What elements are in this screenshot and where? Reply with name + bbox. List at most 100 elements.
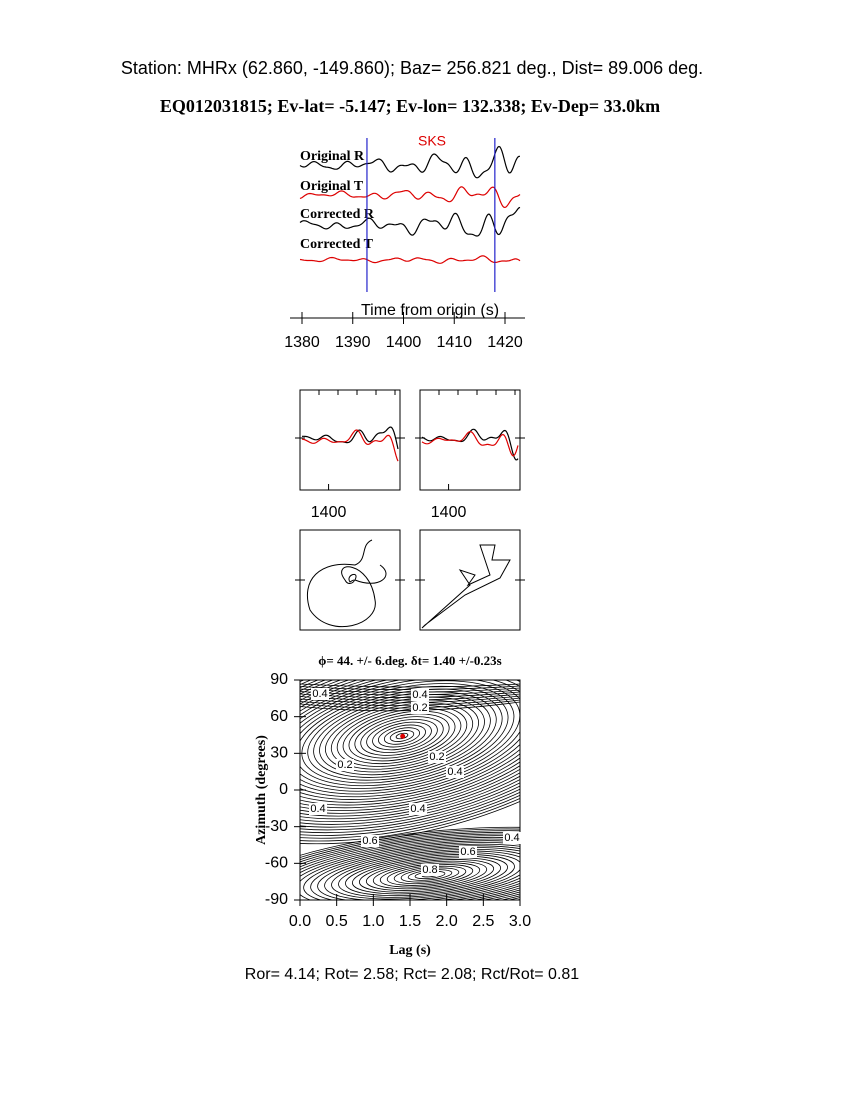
y-tick-label: -60 (265, 855, 288, 872)
contour-label: 0.4 (447, 766, 462, 778)
grid-title: ϕ= 44. +/- 6.deg. δt= 1.40 +/-0.23s (318, 653, 502, 668)
contour (324, 848, 520, 900)
label-bg (411, 702, 429, 714)
waveform (302, 426, 399, 450)
label-bg (411, 689, 429, 701)
label-bg (459, 846, 477, 858)
best-fit (400, 733, 406, 739)
contour (300, 828, 520, 900)
trace-label: Corrected R (300, 207, 375, 222)
contour (300, 685, 520, 691)
y-axis-label: Azimuth (degrees) (254, 735, 269, 845)
contour (300, 830, 520, 900)
contour (354, 713, 450, 759)
contour (389, 730, 415, 742)
label-bg (311, 688, 329, 700)
contour-label: 0.2 (429, 751, 444, 763)
waveform (301, 429, 399, 462)
waveform (299, 255, 521, 264)
contour (300, 680, 520, 811)
contour (300, 680, 520, 834)
particle-motion (421, 544, 511, 629)
contour (307, 691, 497, 781)
x-tick-label: 1400 (311, 504, 347, 521)
x-tick-label: 3.0 (509, 913, 531, 930)
x-axis-label: Lag (s) (389, 943, 431, 958)
contour (300, 842, 520, 900)
contour (365, 859, 495, 891)
particle-frame (299, 529, 401, 631)
footer: Ror= 4.14; Rot= 2.58; Rct= 2.08; Rct/Rot… (245, 966, 580, 983)
contour-label: 0.4 (312, 688, 327, 700)
particle-motion (306, 539, 387, 628)
waveform (299, 186, 521, 209)
contour (300, 680, 520, 839)
x-tick-label: 2.0 (436, 913, 458, 930)
x-tick-label: 0.0 (289, 913, 311, 930)
label-bg (421, 864, 439, 876)
contour (366, 719, 438, 753)
contour-label: 0.6 (460, 846, 475, 858)
label-bg (309, 803, 327, 815)
contour (300, 680, 520, 795)
contour (300, 680, 520, 809)
x-tick-label: 1400 (431, 504, 467, 521)
x-tick-label: 1410 (436, 334, 472, 351)
contour (301, 688, 503, 784)
contour (383, 727, 421, 745)
contour (300, 840, 520, 900)
contour (300, 831, 520, 900)
y-tick-label: -90 (265, 891, 288, 908)
contour (300, 680, 520, 798)
contour-label: 0.2 (412, 702, 427, 714)
trace-label: Corrected T (300, 237, 374, 252)
y-tick-label: 60 (270, 708, 288, 725)
contour (300, 685, 509, 787)
x-tick-label: 0.5 (326, 913, 348, 930)
contour (372, 860, 488, 890)
contour (300, 680, 520, 836)
y-tick-label: 90 (270, 671, 288, 688)
waveform (299, 145, 520, 179)
x-tick-label: 1420 (487, 334, 523, 351)
x-tick-label: 1380 (284, 334, 320, 351)
contour (303, 843, 520, 900)
contour-group (300, 680, 520, 900)
contour (342, 707, 462, 765)
phase-label: SKS (418, 133, 446, 149)
contour (300, 838, 520, 900)
contour (300, 701, 520, 712)
contour (300, 683, 515, 789)
contour (300, 683, 520, 688)
waveform (421, 428, 519, 461)
trace-label: Original R (300, 149, 365, 164)
contour (313, 694, 491, 778)
y-tick-label: -30 (265, 818, 288, 835)
panel-frame (419, 389, 521, 491)
contour-label: 0.4 (504, 832, 519, 844)
contour (300, 835, 520, 900)
contour-label: 0.6 (362, 835, 377, 847)
contour (300, 833, 520, 900)
contour (348, 710, 456, 762)
label-bg (428, 751, 446, 763)
panel-frame (299, 389, 401, 491)
contour (360, 716, 444, 756)
y-tick-label: 30 (270, 745, 288, 762)
contour-label: 0.2 (337, 759, 352, 771)
contour (319, 696, 485, 776)
contour (300, 699, 520, 709)
contour (300, 680, 520, 831)
label-bg (503, 832, 521, 844)
contour (300, 826, 520, 900)
contour (300, 695, 520, 704)
contour (300, 680, 520, 800)
x-tick-label: 1.5 (399, 913, 421, 930)
contour (300, 697, 520, 706)
contour-label: 0.4 (410, 803, 425, 815)
x-axis-label: Time from origin (s) (361, 302, 499, 319)
contour (300, 680, 520, 803)
contour (325, 699, 479, 773)
label-bg (409, 803, 427, 815)
